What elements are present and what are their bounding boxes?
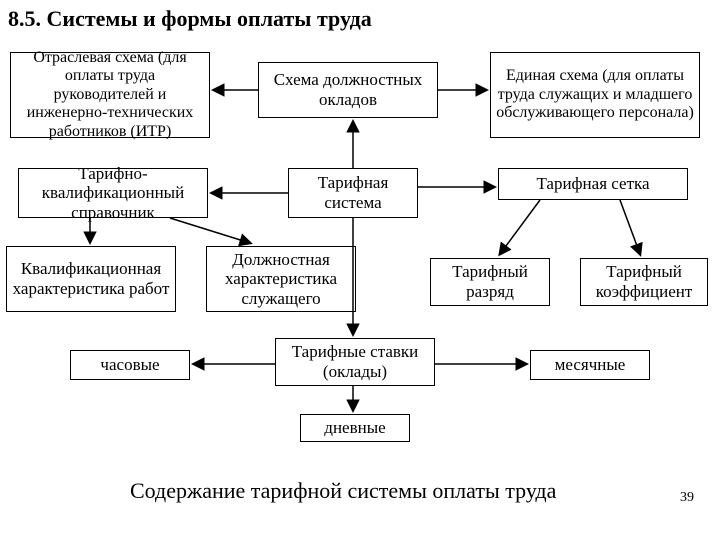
box-daily: дневные	[300, 414, 410, 442]
box-tariff-grid: Тарифная сетка	[498, 168, 688, 200]
box-position-char: Должностная характеристика служащего	[206, 246, 356, 312]
box-tariff-qual-guide: Тарифно-квалификационный справочник	[18, 168, 208, 218]
box-tariff-rank: Тарифный разряд	[430, 258, 550, 306]
box-tariff-rates: Тарифные ставки (оклады)	[275, 338, 435, 386]
box-label: Тарифная сетка	[536, 174, 649, 194]
box-tariff-coef: Тарифный коэффициент	[580, 258, 708, 306]
box-label: Должностная характеристика служащего	[211, 250, 351, 309]
box-unified-scheme: Единая схема (для оплаты труда служащих …	[490, 52, 700, 138]
box-label: месячные	[555, 355, 626, 375]
box-label: Схема должностных окладов	[263, 70, 433, 109]
box-industry-scheme: Отраслевая схема (для оплаты труда руков…	[10, 52, 210, 138]
box-monthly: месячные	[530, 350, 650, 380]
box-tariff-system: Тарифная система	[288, 168, 418, 218]
box-qual-char-work: Квалификационная характеристика работ	[6, 246, 176, 312]
box-label: Тарифная система	[293, 173, 413, 212]
box-label: Отраслевая схема (для оплаты труда руков…	[15, 49, 205, 141]
box-salary-scheme: Схема должностных окладов	[258, 62, 438, 118]
box-label: Квалификационная характеристика работ	[11, 259, 171, 298]
page-number: 39	[680, 490, 694, 506]
box-label: Тарифный разряд	[435, 262, 545, 301]
box-label: дневные	[324, 418, 385, 438]
section-title: 8.5. Системы и формы оплаты труда	[8, 6, 372, 32]
box-label: Единая схема (для оплаты труда служащих …	[495, 67, 695, 122]
box-label: часовые	[100, 355, 159, 375]
box-hourly: часовые	[70, 350, 190, 380]
footer-caption: Содержание тарифной системы оплаты труда	[130, 478, 556, 504]
box-label: Тарифные ставки (оклады)	[280, 342, 430, 381]
box-label: Тарифно-квалификационный справочник	[23, 164, 203, 223]
box-label: Тарифный коэффициент	[585, 262, 703, 301]
